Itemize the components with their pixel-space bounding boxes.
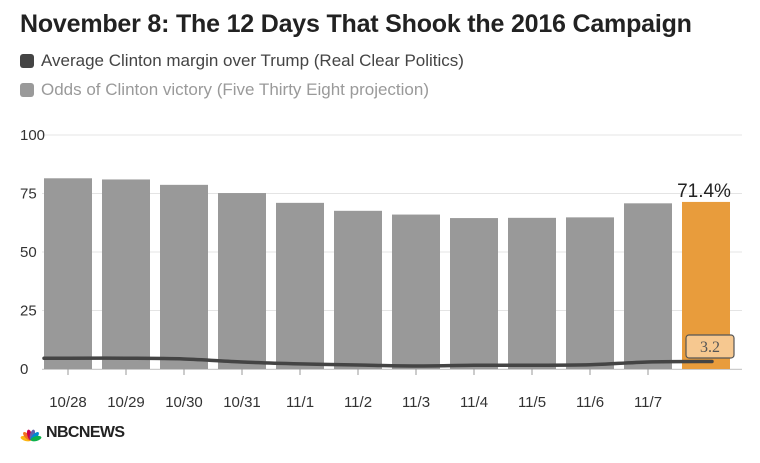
bar: [508, 217, 556, 369]
bar: [450, 218, 498, 369]
x-tick-label: 11/6: [576, 394, 604, 411]
nbc-news-logo: NBCNEWS: [18, 424, 125, 442]
bar: [276, 202, 324, 369]
y-tick-label: 100: [20, 127, 45, 144]
legend-label-odds: Odds of Clinton victory (Five Thirty Eig…: [41, 80, 429, 99]
x-tick-label: 11/5: [518, 394, 546, 411]
x-tick-label: 10/30: [165, 394, 203, 411]
x-tick-label: 11/1: [286, 394, 314, 411]
y-tick-label: 0: [20, 361, 28, 378]
x-tick-label: 11/3: [402, 394, 430, 411]
peacock-feather: [30, 435, 42, 442]
line-value-box: [685, 334, 735, 359]
x-tick-label: 11/2: [344, 394, 372, 411]
bar: [566, 217, 614, 369]
peacock-icon: [20, 429, 42, 442]
bar: [218, 193, 266, 369]
bar: [392, 214, 440, 369]
bar: [334, 210, 382, 369]
y-tick-label: 50: [20, 244, 37, 261]
bar: [624, 203, 672, 369]
bar-data-label: 71.4%: [677, 181, 731, 202]
legend-swatch-margin: [20, 54, 34, 68]
bar: [160, 184, 208, 369]
margin-line: [42, 356, 714, 368]
x-tick-label: 10/31: [223, 394, 261, 411]
legend-swatch-odds: [20, 83, 34, 97]
legend-label-margin: Average Clinton margin over Trump (Real …: [41, 51, 464, 70]
x-tick-label: 10/29: [107, 394, 145, 411]
legend-item-margin: Average Clinton margin over Trump (Real …: [20, 51, 464, 71]
bar: [102, 179, 150, 369]
x-tick-label: 11/4: [460, 394, 488, 411]
logo-text: NBCNEWS: [46, 424, 125, 441]
y-tick-label: 75: [20, 186, 37, 203]
chart-title: November 8: The 12 Days That Shook the 2…: [20, 10, 692, 38]
x-tick-label: 11/7: [634, 394, 662, 411]
line-data-label: 3.2: [700, 339, 720, 356]
x-tick-label: 10/28: [49, 394, 87, 411]
bar: [44, 178, 92, 369]
y-tick-label: 25: [20, 303, 37, 320]
legend-item-odds: Odds of Clinton victory (Five Thirty Eig…: [20, 80, 429, 100]
